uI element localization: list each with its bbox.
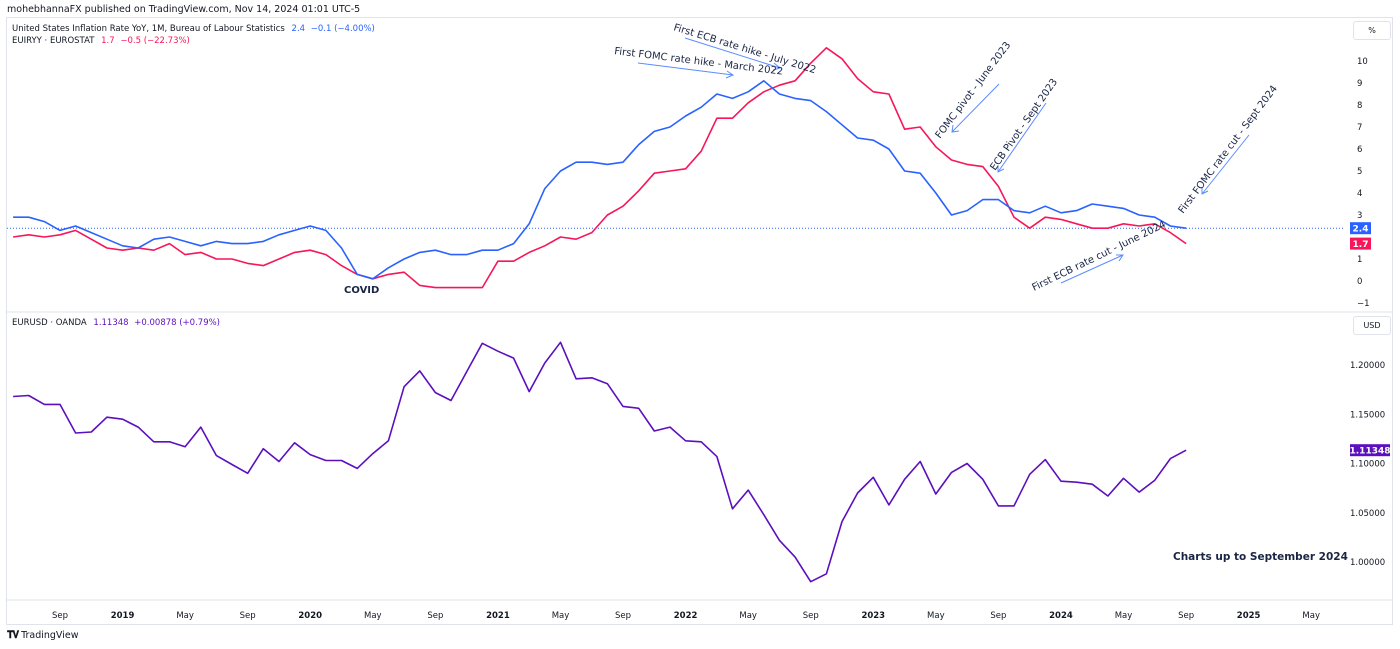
legend-change: −0.1 (−4.00%) (310, 24, 375, 34)
y-tick-label: 1.20000 (1350, 361, 1385, 371)
x-tick-label: May (364, 611, 382, 621)
x-tick-label: 2020 (298, 611, 322, 621)
arrow-fomc-pivot[interactable] (951, 83, 1000, 133)
last-value-eu-bg (1350, 237, 1371, 250)
arrow-ecb-hike[interactable] (684, 37, 782, 71)
y-tick-label: 1.00000 (1350, 558, 1385, 568)
y-tick-label: 7 (1357, 123, 1362, 133)
annotation-fomc-pivot[interactable]: FOMC pivot - June 2023 (934, 40, 1014, 141)
y-tick-label: 1.15000 (1350, 410, 1385, 420)
series-line-eurusd (13, 341, 1187, 583)
y-tick-label: 1.05000 (1350, 509, 1385, 519)
x-tick-label: Sep (1178, 611, 1194, 621)
arrow-ecb-cut[interactable] (1060, 254, 1124, 284)
y-tick-label: 1 (1357, 255, 1362, 265)
arrow-ecb-pivot[interactable] (997, 102, 1047, 173)
last-value-us: 2.4 (1353, 225, 1369, 235)
y-tick-label: 1.10000 (1350, 460, 1385, 470)
x-tick-label: Sep (990, 611, 1006, 621)
y-tick-label: 9 (1357, 79, 1362, 89)
arrow-fomc-cut[interactable] (1201, 134, 1250, 195)
legend-eurusd[interactable]: EURUSD · OANDA 1.11348 +0.00878 (+0.79%) (12, 318, 220, 328)
annotations: First ECB rate hike - July 2022 First FO… (344, 22, 1348, 563)
last-value-us-bg (1350, 222, 1371, 235)
x-tick-label: Sep (615, 611, 631, 621)
x-tick-label: May (1115, 611, 1133, 621)
y-tick-label: 5 (1357, 167, 1362, 177)
y-tick-label: 6 (1357, 145, 1362, 155)
x-tick-label: 2024 (1049, 611, 1073, 621)
y-tick-label: 0 (1357, 277, 1362, 287)
legend-us-cpi[interactable]: United States Inflation Rate YoY, 1M, Bu… (12, 24, 375, 34)
annotation-covid[interactable]: COVID (344, 285, 379, 296)
x-tick-label: 2023 (861, 611, 885, 621)
last-value-eu: 1.7 (1353, 240, 1369, 250)
x-tick-label: Sep (427, 611, 443, 621)
legend-last: 1.7 (101, 36, 115, 46)
annotation-ecb-cut[interactable]: First ECB rate cut - June 2024 (1030, 219, 1167, 293)
legend-name: EUIRYY · EUROSTAT (12, 36, 95, 46)
chart-note[interactable]: Charts up to September 2024 (1173, 551, 1348, 563)
legend-change: +0.00878 (+0.79%) (134, 318, 220, 328)
x-tick-label: 2025 (1237, 611, 1261, 621)
legend-eu-cpi[interactable]: EUIRYY · EUROSTAT 1.7 −0.5 (−22.73%) (12, 36, 190, 46)
x-tick-label: May (1302, 611, 1320, 621)
x-tick-label: Sep (803, 611, 819, 621)
x-tick-label: May (927, 611, 945, 621)
y-tick-label: 4 (1357, 189, 1362, 199)
unit-button-percent[interactable]: % (1353, 21, 1391, 40)
y-tick-label: −1 (1357, 299, 1370, 309)
series-line-eu-cpi (12, 46, 1187, 289)
x-tick-label: May (552, 611, 570, 621)
y-tick-label: 8 (1357, 101, 1362, 111)
chart-frame (6, 17, 1393, 625)
x-tick-label: 2019 (111, 611, 135, 621)
y-tick-label: 10 (1357, 57, 1368, 67)
y-tick-label: 3 (1357, 211, 1362, 221)
tradingview-logo[interactable]: 𝐓𝐕 TradingView (7, 630, 78, 641)
x-tick-label: Sep (240, 611, 256, 621)
unit-button-usd[interactable]: USD (1353, 316, 1391, 335)
tradingview-logo-icon: 𝐓𝐕 (7, 630, 19, 641)
arrow-fomc-hike[interactable] (637, 62, 735, 79)
published-info: mohebhannaFX published on TradingView.co… (7, 4, 361, 15)
series-line-us-cpi (13, 80, 1187, 280)
legend-name: EURUSD · OANDA (12, 318, 87, 328)
x-tick-label: May (739, 611, 757, 621)
x-tick-label: May (176, 611, 194, 621)
brand-name: TradingView (21, 630, 79, 641)
legend-last: 2.4 (291, 24, 306, 34)
x-tick-label: Sep (52, 611, 68, 621)
last-value-eurusd: 1.11348 (1350, 447, 1391, 457)
x-tick-label: 2021 (486, 611, 510, 621)
last-value-eurusd-bg (1350, 444, 1390, 457)
x-tick-label: 2022 (674, 611, 698, 621)
legend-change: −0.5 (−22.73%) (120, 36, 190, 46)
annotation-fomc-cut[interactable]: First FOMC rate cut - Sept 2024 (1177, 84, 1280, 216)
annotation-ecb-pivot[interactable]: ECB Pivot - Sept 2023 (988, 77, 1060, 173)
legend-last: 1.11348 (93, 318, 129, 328)
legend-name: United States Inflation Rate YoY, 1M, Bu… (12, 24, 285, 34)
